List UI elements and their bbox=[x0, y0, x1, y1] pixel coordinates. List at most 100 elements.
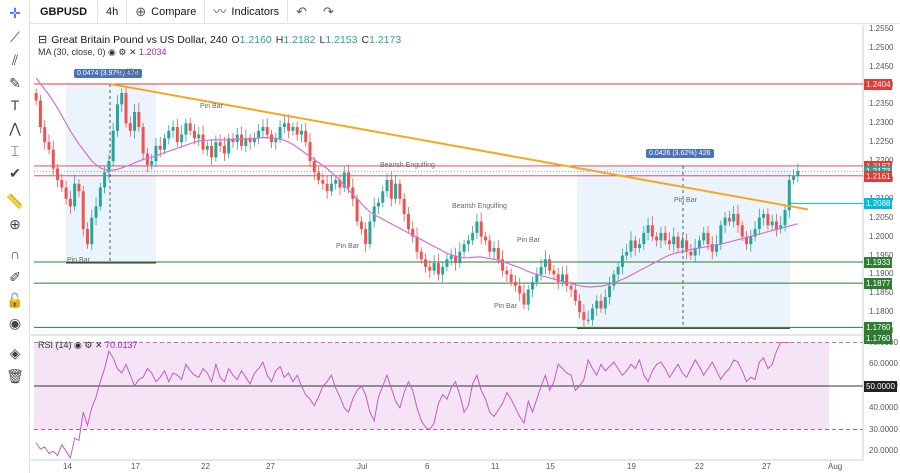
candle-body bbox=[753, 229, 757, 237]
undo-button[interactable]: ↶ bbox=[288, 0, 315, 24]
time-tick: 22 bbox=[201, 462, 210, 471]
candle-body bbox=[304, 130, 308, 143]
measure-label-left[interactable]: 0.0474 (3.97%) 474 bbox=[74, 69, 142, 78]
interval-button[interactable]: 4h bbox=[98, 0, 128, 24]
check-icon[interactable]: ✔ bbox=[9, 164, 21, 181]
ma-label: MA (30, close, 0) bbox=[38, 47, 106, 57]
lock-icon[interactable]: 🔓 bbox=[6, 291, 24, 308]
candle-body bbox=[252, 138, 256, 143]
indicators-icon: 〰 bbox=[213, 4, 227, 19]
candle-body bbox=[625, 251, 629, 256]
magnet-icon[interactable]: ∩ bbox=[9, 246, 21, 262]
symbol-search[interactable]: GBPUSD bbox=[0, 0, 98, 24]
candle-body bbox=[278, 127, 282, 139]
trend-line-icon[interactable]: ⟋ bbox=[10, 28, 20, 45]
candle-body bbox=[676, 236, 680, 248]
pattern-icon[interactable]: ⋀ bbox=[9, 119, 21, 136]
price-tick: 1.1800 bbox=[869, 307, 894, 317]
candle-body bbox=[689, 251, 693, 256]
price-tick: 1.2000 bbox=[869, 231, 894, 241]
measure-projection-icon[interactable]: ⌶ bbox=[10, 142, 20, 159]
redo-button[interactable]: ↷ bbox=[315, 0, 342, 24]
candle-body bbox=[578, 300, 582, 313]
time-axis[interactable]: 14 17 22 27 Jul 6 11 15 19 22 27 Aug bbox=[31, 460, 863, 473]
rsi-label: RSI (14) bbox=[38, 340, 72, 350]
time-tick: 22 bbox=[695, 462, 704, 471]
pin-bar-label: Pin Bar bbox=[494, 303, 517, 310]
candle-body bbox=[115, 104, 119, 131]
zoom-icon[interactable]: ⊕ bbox=[9, 215, 21, 232]
brush-icon[interactable]: ✎ bbox=[9, 74, 21, 91]
candle-body bbox=[124, 93, 128, 124]
pin-bar-label: Pin Bar bbox=[674, 197, 697, 204]
candle-body bbox=[612, 274, 616, 286]
undo-icon: ↶ bbox=[296, 4, 308, 19]
pitchfork-icon[interactable]: ⫽ bbox=[11, 51, 19, 68]
candle-body bbox=[501, 259, 505, 271]
candle-body bbox=[560, 274, 564, 282]
lock-drawing-icon[interactable]: ✐ bbox=[9, 268, 21, 285]
candle-body bbox=[261, 127, 265, 131]
candle-body bbox=[180, 134, 184, 143]
candle-body bbox=[338, 179, 342, 188]
candle-body bbox=[398, 183, 402, 199]
candle-body bbox=[77, 183, 81, 192]
compare-button[interactable]: ⊕ Compare bbox=[127, 0, 206, 24]
candle-body bbox=[38, 100, 42, 128]
candle-body bbox=[586, 319, 590, 321]
crosshair-icon[interactable]: ✛ bbox=[9, 4, 21, 21]
rsi-legend: RSI (14) ◉ ⚙ ✕ 70.0137 bbox=[38, 340, 138, 351]
pin-bar-label: Pin Bar bbox=[336, 243, 359, 250]
candle-body bbox=[359, 221, 363, 230]
candle-body bbox=[595, 300, 599, 309]
candle-body bbox=[565, 274, 569, 286]
ma-eye-icon[interactable]: ◉ ⚙ ✕ bbox=[108, 47, 140, 57]
candle-body bbox=[526, 289, 530, 305]
price-axis[interactable]: 1.25501.25001.24501.24001.23501.23001.22… bbox=[863, 23, 900, 460]
eye-icon[interactable]: ◉ bbox=[8, 314, 22, 331]
candle-body bbox=[513, 281, 517, 286]
top-toolbar: GBPUSD 4h ⊕ Compare 〰 Indicators ↶ ↷ bbox=[0, 0, 900, 24]
price-tick: 1.2550 bbox=[869, 23, 894, 33]
ma-legend: MA (30, close, 0) ◉ ⚙ ✕ 1.2034 bbox=[38, 47, 167, 58]
indicators-button[interactable]: 〰 Indicators bbox=[205, 0, 289, 24]
price-tick: 1.2500 bbox=[869, 42, 894, 52]
ruler-icon[interactable]: 📏 bbox=[6, 192, 24, 209]
trash-icon[interactable]: 🗑 bbox=[6, 367, 24, 384]
candle-body bbox=[372, 206, 376, 222]
candle-body bbox=[107, 161, 111, 173]
rsi-tick: 30.0000 bbox=[869, 424, 898, 434]
candle-body bbox=[454, 255, 458, 264]
candle-body bbox=[184, 123, 188, 135]
candle-body bbox=[364, 229, 368, 245]
candle-body bbox=[222, 145, 226, 154]
price-label: 1.1760 bbox=[864, 322, 893, 334]
candle-body bbox=[334, 179, 338, 184]
candle-body bbox=[663, 232, 667, 241]
candle-body bbox=[43, 127, 47, 143]
candle-body bbox=[680, 240, 684, 248]
candle-body bbox=[745, 236, 749, 245]
engulfing-partial-label: gulfing bbox=[119, 69, 140, 76]
candle-body bbox=[548, 259, 552, 271]
candle-body bbox=[539, 266, 543, 275]
candle-body bbox=[428, 266, 432, 271]
candle-body bbox=[85, 229, 89, 245]
text-icon[interactable]: T bbox=[10, 97, 20, 113]
candle-body bbox=[620, 255, 624, 267]
layers-icon[interactable]: ◈ bbox=[9, 344, 21, 361]
candle-body bbox=[321, 179, 325, 184]
collapse-icon[interactable]: ⊟ bbox=[38, 34, 48, 46]
legend-title: Great Britain Pound vs US Dollar, 240 bbox=[51, 33, 228, 46]
candle-body bbox=[205, 145, 209, 150]
ma-value: 1.2034 bbox=[139, 47, 167, 57]
candle-body bbox=[667, 240, 671, 245]
drawing-toolbar: ✛ ⟋ ⫽ ✎ T ⋀ ⌶ ✔ 📏 ⊕ ∩ ✐ 🔓 ◉ ◈ 🗑 bbox=[0, 0, 30, 473]
candle-body bbox=[60, 179, 64, 188]
candle-body bbox=[150, 161, 154, 165]
candle-body bbox=[479, 221, 483, 237]
rsi-eye-icon[interactable]: ◉ ⚙ ✕ bbox=[74, 340, 105, 350]
candle-body bbox=[342, 172, 346, 188]
measure-label-right[interactable]: 0.0426 (3.62%) 426 bbox=[646, 149, 714, 158]
